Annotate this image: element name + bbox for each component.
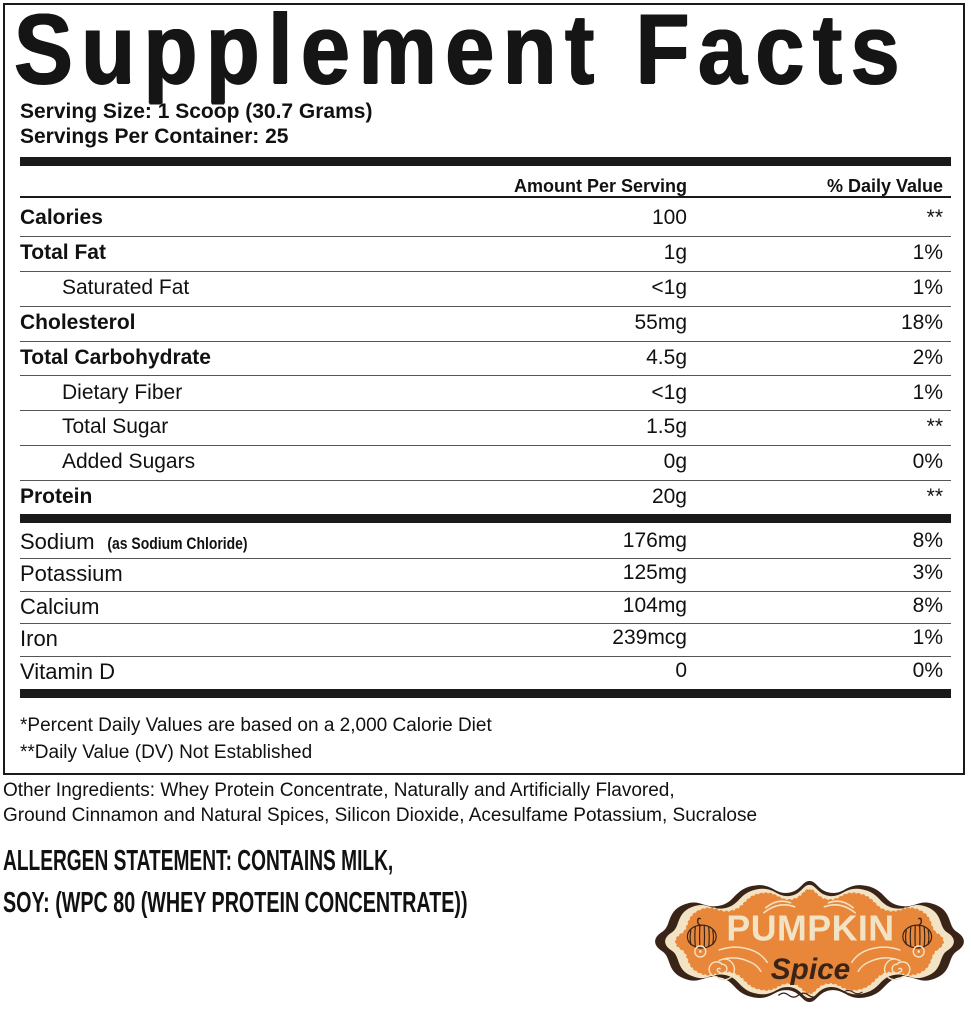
svg-text:Spice: Spice <box>771 953 850 986</box>
svg-text:PUMPKIN: PUMPKIN <box>726 909 894 949</box>
